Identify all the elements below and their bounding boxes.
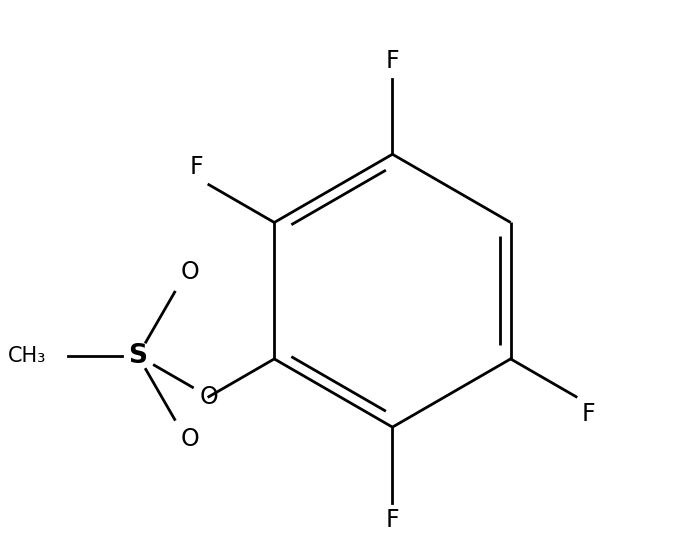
Text: F: F [386,508,399,532]
Text: F: F [581,402,595,426]
Text: O: O [180,427,199,451]
Text: F: F [386,50,399,73]
Text: O: O [180,261,199,284]
Text: O: O [199,385,218,408]
Text: S: S [129,343,148,369]
Text: F: F [190,156,203,179]
Text: CH₃: CH₃ [8,346,47,366]
